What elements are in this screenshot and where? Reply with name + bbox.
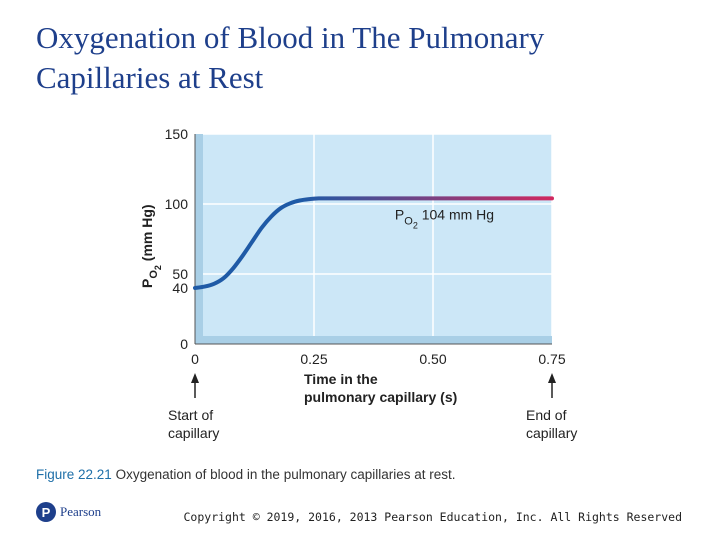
y-tick-label: 40: [172, 280, 188, 296]
plot-bottom-shadow: [195, 336, 552, 344]
marker-label: Start of: [168, 407, 213, 423]
marker-arrow-head: [548, 373, 556, 383]
y-axis-label-sub: O: [148, 270, 160, 279]
marker-label: End of: [526, 407, 567, 423]
y-tick-label: 100: [165, 196, 189, 212]
marker-label: capillary: [168, 425, 219, 441]
marker-arrow-head: [191, 373, 199, 383]
figure-caption-text: Oxygenation of blood in the pulmonary ca…: [115, 467, 456, 482]
annotation-label: PO2 104 mm Hg: [395, 206, 494, 230]
title-line-1: Oxygenation of Blood in The Pulmonary: [36, 20, 545, 55]
figure-label: Figure 22.21: [36, 467, 112, 482]
x-tick-label: 0.25: [300, 351, 327, 367]
y-tick-label: 50: [172, 266, 188, 282]
x-axis-label: Time in the: [304, 371, 378, 387]
figure-caption: Figure 22.21 Oxygenation of blood in the…: [36, 467, 456, 482]
y-axis-label: PO2 (mm Hg): [139, 204, 163, 288]
y-axis-label-units: (mm Hg): [139, 204, 155, 265]
annotation-subsub: 2: [413, 220, 418, 230]
annotation-sub: O: [404, 215, 413, 227]
annotation-main: P: [395, 206, 404, 222]
y-tick-label: 150: [165, 126, 189, 142]
title-line-2: Capillaries at Rest: [36, 60, 264, 95]
pearson-logo-text: Pearson: [60, 504, 102, 519]
x-tick-label: 0.50: [419, 351, 446, 367]
y-tick-label: 0: [180, 336, 188, 352]
pearson-logo: P Pearson: [36, 502, 101, 522]
x-tick-label: 0: [191, 351, 199, 367]
y-axis-label-subsub: 2: [153, 265, 163, 270]
x-axis-label: pulmonary capillary (s): [304, 389, 457, 405]
pearson-logo-icon: P: [36, 502, 56, 522]
plot-area: [195, 134, 552, 344]
marker-label: capillary: [526, 425, 577, 441]
copyright-notice: Copyright © 2019, 2016, 2013 Pearson Edu…: [183, 510, 683, 524]
series-line: [193, 196, 554, 290]
x-tick-label: 0.75: [538, 351, 565, 367]
y-axis-label-main: P: [139, 279, 155, 288]
page-title: Oxygenation of Blood in The Pulmonary Ca…: [36, 18, 696, 98]
annotation-value: 104 mm Hg: [418, 206, 494, 222]
plot-left-shadow: [195, 134, 203, 344]
